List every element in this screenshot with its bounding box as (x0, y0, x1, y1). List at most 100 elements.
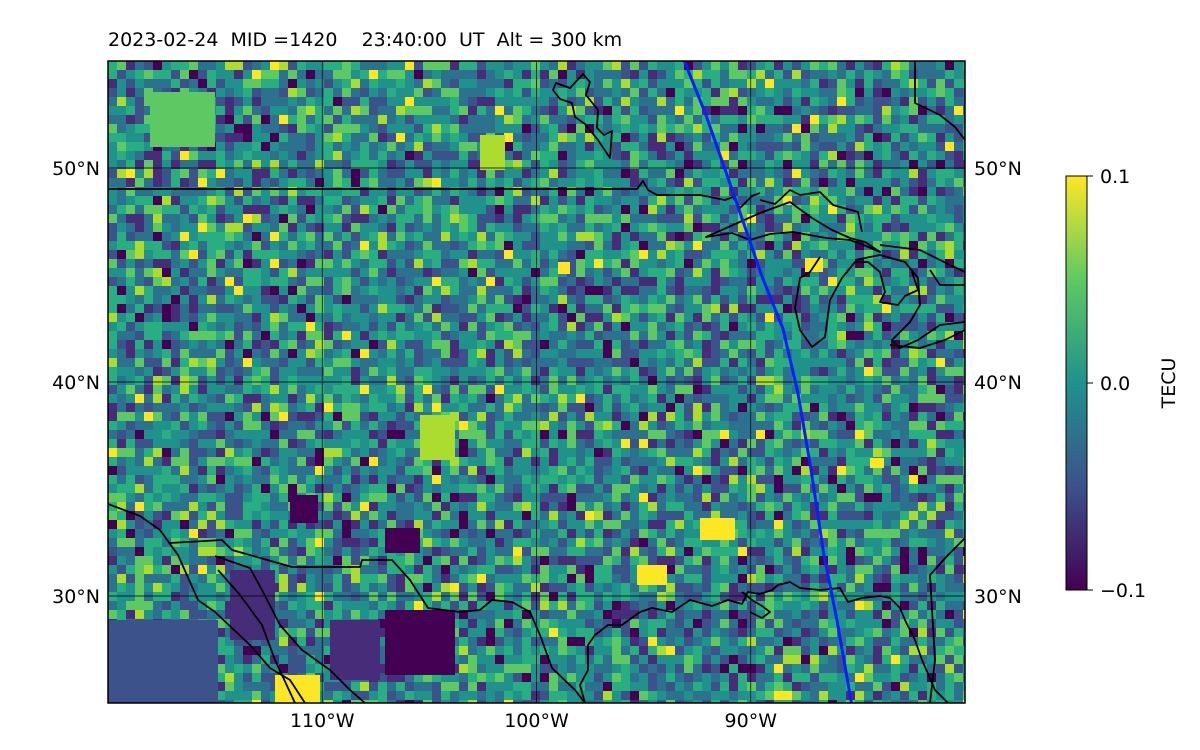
tec-cell (423, 475, 432, 484)
tec-cell (495, 259, 504, 268)
tec-cell (810, 412, 819, 421)
tec-cell (801, 484, 810, 493)
tec-cell (234, 205, 243, 214)
tec-cell (738, 484, 747, 493)
tec-cell (612, 421, 621, 430)
tec-cell (756, 79, 765, 88)
tec-cell (153, 241, 162, 250)
tec-cell (513, 484, 522, 493)
tec-cell (882, 115, 891, 124)
tec-cell (621, 448, 630, 457)
tec-cell (396, 214, 405, 223)
tec-cell (540, 322, 549, 331)
tec-cell (810, 277, 819, 286)
tec-cell (450, 403, 459, 412)
tec-cell (693, 295, 702, 304)
tec-cell (288, 376, 297, 385)
tec-cell (558, 367, 567, 376)
tec-cell (117, 205, 126, 214)
tec-cell (468, 358, 477, 367)
tec-cell (270, 430, 279, 439)
tec-cell (774, 322, 783, 331)
tec-cell (873, 295, 882, 304)
tec-cell (612, 214, 621, 223)
tec-cell (873, 511, 882, 520)
tec-cell (585, 259, 594, 268)
tec-cell (927, 286, 936, 295)
tec-cell (909, 403, 918, 412)
tec-cell (828, 385, 837, 394)
tec-cell (738, 421, 747, 430)
tec-cell (333, 502, 342, 511)
tec-cell (774, 376, 783, 385)
tec-cell (405, 520, 414, 529)
tec-cell (459, 106, 468, 115)
tec-cell (693, 61, 702, 70)
tec-cell (387, 196, 396, 205)
tec-cell (864, 142, 873, 151)
tec-cell (306, 376, 315, 385)
tec-cell (837, 502, 846, 511)
tec-cell (261, 403, 270, 412)
tec-cell (918, 205, 927, 214)
tec-cell (621, 88, 630, 97)
tec-cell (126, 241, 135, 250)
tec-cell (891, 232, 900, 241)
tec-cell (144, 340, 153, 349)
tec-cell (315, 61, 324, 70)
tec-cell (873, 124, 882, 133)
tec-cell (729, 313, 738, 322)
tec-cell (774, 70, 783, 79)
tec-cell (504, 61, 513, 70)
tec-cell (522, 340, 531, 349)
tec-cell (189, 322, 198, 331)
tec-cell (207, 430, 216, 439)
tec-cell (909, 340, 918, 349)
tec-cell (639, 124, 648, 133)
tec-cell (261, 520, 270, 529)
tec-cell (369, 88, 378, 97)
tec-cell (585, 394, 594, 403)
tec-cell (594, 304, 603, 313)
tec-cell (117, 394, 126, 403)
tec-cell (387, 349, 396, 358)
tec-cell (936, 475, 945, 484)
tec-cell (891, 106, 900, 115)
tec-cell (396, 439, 405, 448)
tec-cell (567, 493, 576, 502)
tec-cell (801, 124, 810, 133)
tec-cell (459, 241, 468, 250)
tec-cell (936, 286, 945, 295)
tec-cell (963, 376, 965, 385)
tec-cell (954, 322, 963, 331)
tec-cell (315, 457, 324, 466)
tec-cell (657, 349, 666, 358)
tec-cell (261, 250, 270, 259)
tec-cell (693, 106, 702, 115)
tec-cell (432, 70, 441, 79)
tec-cell (648, 403, 657, 412)
tec-cell (360, 484, 369, 493)
tec-cell (171, 214, 180, 223)
tec-cell (378, 403, 387, 412)
tec-cell (828, 403, 837, 412)
tec-cell (531, 358, 540, 367)
tec-cell (279, 88, 288, 97)
tec-cell (486, 241, 495, 250)
tec-cell (180, 430, 189, 439)
tec-cell (657, 322, 666, 331)
tec-cell (801, 520, 810, 529)
tec-cell (117, 250, 126, 259)
tec-cell (684, 205, 693, 214)
tec-cell (774, 169, 783, 178)
tec-cell (279, 322, 288, 331)
tec-cell (324, 430, 333, 439)
tec-cell (486, 286, 495, 295)
tec-cell (288, 385, 297, 394)
tec-cell (801, 205, 810, 214)
tec-cell (882, 97, 891, 106)
tec-cell (279, 79, 288, 88)
tec-cell (234, 142, 243, 151)
tec-cell (333, 286, 342, 295)
tec-cell (180, 151, 189, 160)
